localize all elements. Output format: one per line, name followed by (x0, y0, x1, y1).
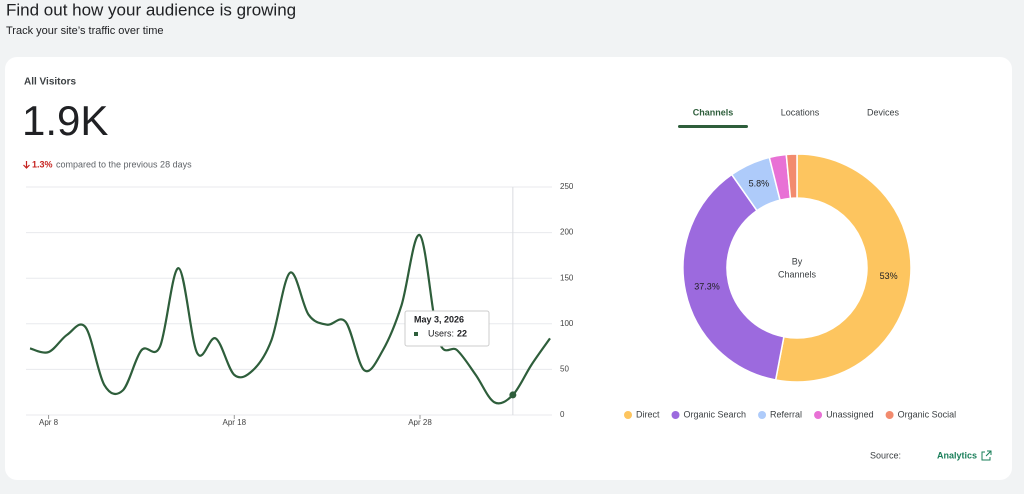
page-title: Find out how your audience is growing (6, 0, 296, 19)
legend-label: Direct (636, 409, 660, 419)
center-label: Channels (778, 269, 817, 279)
summary-value: 1.9K (22, 97, 108, 144)
tooltip-value: 22 (457, 328, 467, 338)
legend-label: Organic Social (898, 409, 957, 419)
tab[interactable]: Locations (781, 107, 820, 117)
tab[interactable]: Channels (693, 107, 734, 117)
tooltip-swatch (414, 332, 418, 336)
legend-label: Unassigned (826, 409, 874, 419)
source-link[interactable]: Analytics (937, 450, 977, 460)
pie-slice (682, 173, 785, 381)
tooltip-label: Users: (428, 328, 454, 338)
legend-label: Organic Search (684, 409, 747, 419)
tooltip-date: May 3, 2026 (414, 314, 464, 324)
summary-label: All Visitors (24, 77, 76, 88)
legend-label: Referral (770, 409, 802, 419)
x-tick-label: Apr 18 (222, 418, 246, 427)
down-arrow (23, 161, 30, 169)
x-tick-label: Apr 8 (39, 418, 59, 427)
external-icon[interactable] (981, 450, 992, 461)
source-label: Source: (870, 450, 901, 460)
tooltip: May 3, 2026 Users: 22 (404, 310, 490, 347)
legend-dot (885, 411, 894, 419)
slice-label: 5.8% (749, 179, 770, 189)
legend-dot (758, 411, 767, 419)
hover-point (509, 391, 517, 399)
x-tick-label: Apr 28 (408, 418, 432, 427)
y-tick-label: 250 (560, 182, 574, 191)
legend-dot (671, 411, 680, 419)
y-tick-label: 150 (560, 273, 574, 282)
change-comparison: compared to the previous 28 days (56, 159, 192, 169)
y-tick-label: 0 (560, 410, 565, 419)
slice-label: 37.3% (694, 282, 720, 292)
tab-indicator (678, 125, 748, 128)
line-series (29, 234, 551, 405)
tooltip-box (404, 310, 490, 347)
center-label: By (792, 256, 803, 266)
legend-dot (814, 411, 823, 419)
y-tick-label: 50 (560, 365, 569, 374)
pie-slice (785, 153, 798, 200)
y-tick-label: 200 (560, 228, 574, 237)
legend-dot (624, 411, 632, 419)
change-value: 1.3% (32, 159, 53, 169)
slice-label: 53% (880, 271, 898, 281)
y-tick-label: 100 (560, 319, 574, 328)
tab[interactable]: Devices (867, 107, 900, 117)
page-subtitle: Track your site’s traffic over time (6, 25, 164, 37)
pie-slice (774, 153, 912, 383)
